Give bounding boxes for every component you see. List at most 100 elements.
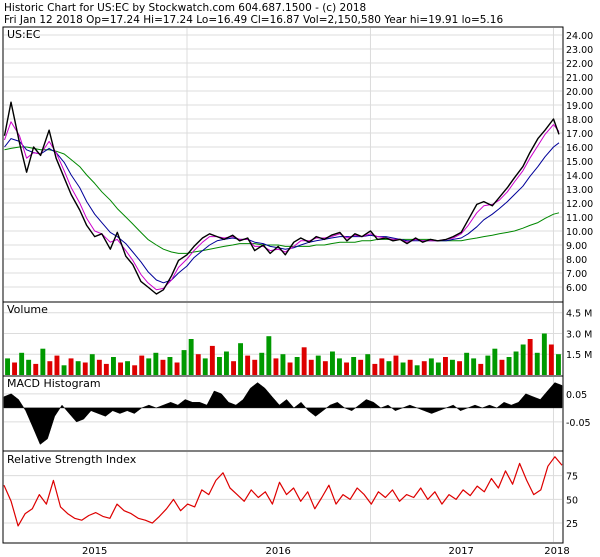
price-tick-label: 12.00 xyxy=(566,199,593,210)
price-tick-label: 24.00 xyxy=(566,31,593,42)
volume-bar xyxy=(450,359,455,375)
volume-bar xyxy=(111,357,116,375)
price-tick-label: 9.00 xyxy=(566,241,587,252)
volume-bar xyxy=(315,355,321,375)
volume-bar xyxy=(471,358,477,375)
header-title: Historic Chart for US:EC by Stockwatch.c… xyxy=(4,2,367,14)
volume-bar xyxy=(421,361,427,375)
price-tick-label: 17.00 xyxy=(566,129,593,140)
volume-bar xyxy=(26,359,32,375)
price-grid xyxy=(4,28,562,301)
volume-bar xyxy=(153,352,159,375)
macd-panel-title: MACD Histogram xyxy=(7,377,101,390)
volume-tick-label: 3.0 M xyxy=(566,329,592,340)
volume-bar xyxy=(308,359,314,375)
price-tick-label: 16.00 xyxy=(566,143,593,154)
volume-bar xyxy=(464,352,470,375)
price-tick-label: 22.00 xyxy=(566,59,593,70)
header-quote: Fri Jan 12 2018 Op=17.24 Hi=17.24 Lo=16.… xyxy=(4,14,504,26)
volume-bar xyxy=(54,355,60,375)
volume-bar xyxy=(485,355,491,375)
price-y-axis: 24.00 23.00 22.00 21.00 20.00 19.00 18.00 17.00… xyxy=(566,31,593,294)
price-series-ma_mid xyxy=(4,138,560,284)
rsi-tick-label: 75 xyxy=(566,472,578,483)
volume-bar xyxy=(195,354,201,375)
volume-bar xyxy=(75,361,81,375)
volume-bar xyxy=(344,362,349,375)
volume-bar xyxy=(231,361,236,375)
volume-bar xyxy=(365,354,371,375)
volume-bar xyxy=(217,357,222,375)
volume-bar xyxy=(499,359,505,375)
price-tick-label: 14.00 xyxy=(566,171,593,182)
volume-bar xyxy=(174,362,180,375)
volume-bar xyxy=(259,352,265,375)
volume-bar xyxy=(337,358,342,375)
volume-bar xyxy=(266,336,272,375)
volume-bars xyxy=(5,333,561,375)
volume-bar xyxy=(33,363,39,375)
x-axis: 2015 2016 2017 2018 xyxy=(82,546,570,557)
volume-bar xyxy=(19,352,25,375)
volume-bar xyxy=(393,355,399,375)
volume-bar xyxy=(428,358,434,375)
x-tick-label: 2018 xyxy=(544,546,569,557)
volume-bar xyxy=(209,345,215,375)
volume-panel-title: Volume xyxy=(7,303,48,316)
macd-tick-label: -0.05 xyxy=(566,418,591,429)
volume-y-axis: 4.5 M 3.0 M 1.5 M xyxy=(566,309,592,362)
volume-bar xyxy=(139,355,145,375)
macd-y-axis: 0.05 -0.05 xyxy=(566,390,591,429)
volume-bar xyxy=(492,348,498,375)
volume-bar xyxy=(556,354,561,375)
volume-bar xyxy=(534,352,540,375)
price-series-ma_long xyxy=(4,146,560,254)
x-tick-label: 2015 xyxy=(82,546,107,557)
volume-bar xyxy=(351,357,357,375)
volume-bar xyxy=(96,359,102,375)
price-panel-title: US:EC xyxy=(7,28,41,41)
volume-bar xyxy=(527,339,533,375)
volume-bar xyxy=(379,358,385,375)
macd-grid xyxy=(4,377,562,450)
price-tick-label: 21.00 xyxy=(566,73,593,84)
volume-bar xyxy=(330,351,335,375)
price-tick-label: 15.00 xyxy=(566,157,593,168)
price-tick-label: 19.00 xyxy=(566,101,593,112)
rsi-panel-title: Relative Strength Index xyxy=(7,453,137,466)
volume-bar xyxy=(407,359,413,375)
volume-bar xyxy=(435,362,441,375)
volume-bar xyxy=(160,359,166,375)
volume-bar xyxy=(5,358,10,375)
volume-bar xyxy=(82,362,88,375)
price-panel-frame xyxy=(2,26,564,303)
macd-histogram xyxy=(3,382,563,445)
volume-bar xyxy=(287,362,293,375)
volume-bar xyxy=(386,361,392,375)
price-tick-label: 10.00 xyxy=(566,227,593,238)
rsi-tick-label: 50 xyxy=(566,495,578,506)
volume-bar xyxy=(125,361,130,375)
x-tick-label: 2016 xyxy=(265,546,290,557)
macd-tick-label: 0.05 xyxy=(566,390,587,401)
volume-bar xyxy=(188,339,194,375)
price-tick-label: 7.00 xyxy=(566,269,587,280)
volume-bar xyxy=(68,358,74,375)
volume-bar xyxy=(280,354,286,375)
volume-bar xyxy=(181,350,187,375)
volume-tick-label: 4.5 M xyxy=(566,309,592,320)
rsi-grid xyxy=(4,452,562,542)
price-tick-label: 13.00 xyxy=(566,185,593,196)
volume-bar xyxy=(202,358,208,375)
volume-bar xyxy=(506,357,512,375)
volume-bar xyxy=(40,348,46,375)
volume-bar xyxy=(12,362,17,375)
volume-bar xyxy=(252,359,258,375)
volume-bar xyxy=(245,355,251,375)
price-tick-label: 20.00 xyxy=(566,87,593,98)
volume-bar xyxy=(273,358,279,375)
price-tick-label: 11.00 xyxy=(566,213,593,224)
volume-bar xyxy=(541,333,547,375)
